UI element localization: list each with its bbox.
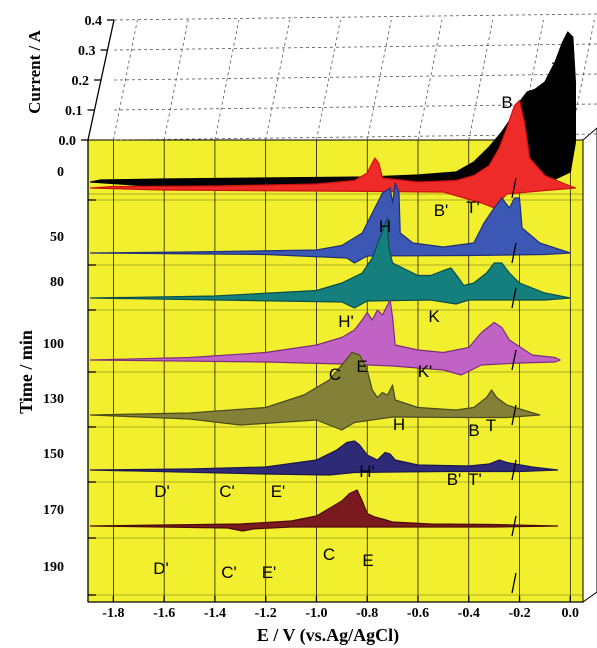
peak-label: C — [323, 545, 335, 564]
back-wall-gridline-vertical — [366, 19, 392, 141]
series-trace-5 — [89, 299, 561, 376]
x-tick-label: -0.4 — [458, 606, 480, 621]
peak-label: K' — [418, 362, 433, 381]
peak-label: B' — [434, 201, 449, 220]
peak-label: E' — [271, 482, 286, 501]
z-tick-label: 0.2 — [72, 74, 90, 89]
peak-label: B — [468, 421, 479, 440]
peak-label: T — [486, 416, 496, 435]
x-tick-label: -1.6 — [153, 606, 175, 621]
back-wall — [88, 20, 597, 140]
z-tick-label: 0.4 — [85, 14, 103, 29]
series-trace-7 — [89, 440, 559, 476]
back-wall-gridline-vertical — [163, 19, 189, 141]
back-wall-gridline-vertical — [265, 19, 291, 141]
z-axis-title: Current / A — [25, 29, 44, 113]
back-wall-gridline — [113, 13, 597, 21]
depth-marker — [511, 459, 517, 481]
peak-label: T' — [466, 198, 480, 217]
series-layer — [89, 31, 577, 532]
chart-grid — [88, 13, 597, 602]
back-wall-gridline — [113, 43, 597, 51]
depth-marker — [511, 572, 517, 594]
x-tick-label: -1.8 — [102, 606, 124, 621]
back-wall-gridline-vertical — [316, 19, 341, 141]
depth-marker — [511, 242, 517, 264]
depth-marker — [511, 349, 517, 371]
right-side-wall — [582, 127, 597, 603]
x-axis-title: E / V (vs.Ag/AgCl) — [257, 625, 399, 646]
x-tick-label: -0.6 — [407, 606, 429, 621]
peak-label: H — [393, 415, 405, 434]
peak-label: D' — [154, 482, 170, 501]
y-tick-label: 150 — [43, 447, 64, 462]
y-tick-label: 190 — [43, 560, 64, 575]
z-tick-label: 0.0 — [59, 134, 77, 149]
peak-label: E' — [262, 563, 277, 582]
depth-marker — [511, 404, 517, 426]
chart-axes — [81, 19, 583, 603]
back-wall-gridline-vertical — [468, 19, 494, 141]
x-tick-label: -1.2 — [255, 606, 277, 621]
back-wall-gridline — [113, 73, 597, 81]
peak-label: H' — [359, 462, 375, 481]
y-tick-label: 0 — [57, 165, 64, 180]
depth-marker — [511, 287, 517, 309]
peak-label: C' — [219, 482, 235, 501]
y-tick-label: 100 — [43, 337, 64, 352]
tick-labels: 0.4 0.3 0.2 0.1 0.0 0 50 80 100 130 150 170 190 -1.8 -… — [43, 14, 579, 621]
y-tick-label: 130 — [43, 392, 64, 407]
series-trace-3 — [89, 182, 571, 264]
series-trace-6 — [89, 351, 541, 431]
x-tick-label: -0.8 — [356, 606, 378, 621]
peak-label: H — [379, 217, 391, 236]
x-tick-label: -1.0 — [305, 606, 327, 621]
peak-label: E — [356, 357, 367, 376]
series-trace-2 — [89, 99, 577, 209]
depth-marker — [511, 515, 517, 537]
z-tick-label: 0.3 — [78, 44, 96, 59]
x-tick-label: 0.0 — [562, 606, 580, 621]
peak-label: D' — [153, 559, 169, 578]
back-wall-gridline-vertical — [112, 19, 138, 141]
peak-label: C' — [221, 563, 237, 582]
back-wall-gridline-vertical — [417, 19, 443, 141]
back-wall-gridline-vertical — [214, 19, 240, 141]
y-tick-label: 50 — [50, 230, 64, 245]
series-trace-4 — [89, 217, 571, 309]
z-tick-label: 0.1 — [65, 104, 83, 119]
peak-annotations: TBB' T'HH' KK'C EH B TH' B' T'D' C' E'C ED' C' E' — [153, 59, 562, 582]
depth-marker — [511, 177, 517, 199]
series-trace-8 — [89, 489, 559, 532]
peak-label: T — [552, 59, 562, 78]
peak-label: H' — [338, 312, 354, 331]
peak-label: T' — [468, 470, 482, 489]
y-tick-label: 170 — [43, 503, 64, 518]
peak-label: E — [362, 551, 373, 570]
y-axis-title: Time / min — [16, 330, 36, 414]
peak-label: K — [428, 307, 440, 326]
y-tick-label: 80 — [50, 275, 64, 290]
peak-label: B' — [447, 470, 462, 489]
x-tick-label: -0.2 — [508, 606, 530, 621]
peak-label: C — [329, 365, 341, 384]
x-tick-label: -1.4 — [204, 606, 226, 621]
peak-label: B — [501, 93, 512, 112]
